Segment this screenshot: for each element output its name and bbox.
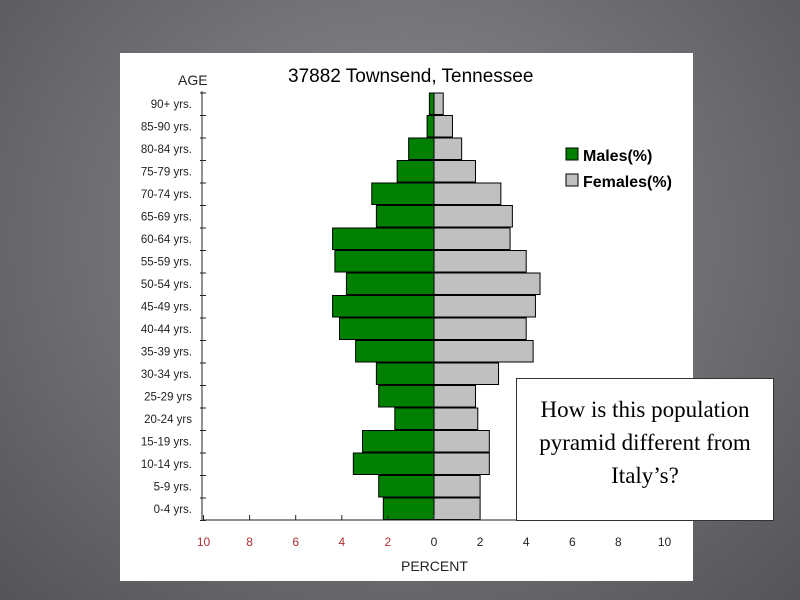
age-group-label: 35-39 yrs. xyxy=(141,347,192,359)
bar-male xyxy=(362,430,435,453)
bar-female xyxy=(433,317,527,340)
legend-label-females: Females(%) xyxy=(583,174,672,191)
bar-male xyxy=(428,92,435,115)
bar-female xyxy=(433,182,502,205)
legend-swatch-females xyxy=(565,173,579,187)
bar-female xyxy=(433,475,481,498)
bar-male xyxy=(355,340,435,363)
age-group-label: 20-24 yrs xyxy=(144,414,192,426)
age-group-label: 40-44 yrs. xyxy=(141,324,192,336)
percent-tick-label: 6 xyxy=(569,535,576,549)
bar-female xyxy=(433,407,479,430)
bar-male xyxy=(332,295,435,318)
legend: Males(%) Females(%) xyxy=(565,147,672,191)
bar-female xyxy=(433,92,444,115)
age-group-label: 45-49 yrs. xyxy=(141,302,192,314)
bar-male xyxy=(375,362,435,385)
legend-swatch-males xyxy=(565,147,579,161)
population-pyramid-chart: 37882 Townsend, Tennessee AGE PERCENT 90… xyxy=(141,66,672,574)
bar-female xyxy=(433,295,536,318)
age-group-label: 0-4 yrs. xyxy=(154,504,192,516)
percent-tick-label: 2 xyxy=(477,535,484,549)
age-group-label: 5-9 yrs. xyxy=(154,482,192,494)
bar-female xyxy=(433,340,534,363)
bar-male xyxy=(371,182,435,205)
bar-male xyxy=(408,137,435,160)
bar-female xyxy=(433,452,490,475)
question-box: How is this population pyramid different… xyxy=(516,378,774,521)
bar-male xyxy=(334,250,435,273)
bar-male xyxy=(382,497,435,520)
percent-tick-label: 4 xyxy=(338,535,345,549)
age-group-label: 15-19 yrs. xyxy=(141,437,192,449)
y-axis-label: AGE xyxy=(178,72,208,88)
age-group-label: 90+ yrs. xyxy=(151,99,192,111)
bar-female xyxy=(433,362,500,385)
percent-tick-label: 0 xyxy=(431,535,438,549)
legend-label-males: Males(%) xyxy=(583,148,652,165)
bar-male xyxy=(396,160,435,183)
age-group-label: 10-14 yrs. xyxy=(141,459,192,471)
age-group-label: 85-90 yrs. xyxy=(141,122,192,134)
bar-male xyxy=(345,272,435,295)
bar-male xyxy=(375,205,435,228)
bar-male xyxy=(426,115,435,138)
bar-female xyxy=(433,250,527,273)
age-group-label: 50-54 yrs. xyxy=(141,279,192,291)
age-group-label: 75-79 yrs. xyxy=(141,167,192,179)
bars-layer xyxy=(332,92,541,520)
age-group-label: 70-74 yrs. xyxy=(141,189,192,201)
bar-female xyxy=(433,272,541,295)
bar-male xyxy=(338,317,435,340)
percent-tick-label: 4 xyxy=(523,535,530,549)
bar-male xyxy=(332,227,435,250)
bar-male xyxy=(352,452,435,475)
bar-female xyxy=(433,160,476,183)
question-text: How is this population pyramid different… xyxy=(539,397,751,488)
percent-tick-label: 2 xyxy=(385,535,392,549)
age-group-label: 60-64 yrs. xyxy=(141,234,192,246)
age-group-label: 55-59 yrs. xyxy=(141,257,192,269)
bar-male xyxy=(394,407,435,430)
bar-female xyxy=(433,385,476,408)
age-group-label: 25-29 yrs xyxy=(144,392,192,404)
x-axis-label: PERCENT xyxy=(401,558,468,574)
bar-female xyxy=(433,205,513,228)
percent-tick-label: 10 xyxy=(658,535,672,549)
bar-female xyxy=(433,115,453,138)
bar-male xyxy=(378,475,435,498)
bar-female xyxy=(433,430,490,453)
chart-panel: 37882 Townsend, Tennessee AGE PERCENT 90… xyxy=(120,53,693,581)
bar-male xyxy=(378,385,435,408)
bar-female xyxy=(433,227,511,250)
percent-tick-label: 10 xyxy=(197,535,211,549)
percent-tick-label: 8 xyxy=(615,535,622,549)
percent-tick-label: 6 xyxy=(292,535,299,549)
age-group-label: 65-69 yrs. xyxy=(141,212,192,224)
bar-female xyxy=(433,497,481,520)
bar-female xyxy=(433,137,463,160)
age-group-label: 80-84 yrs. xyxy=(141,144,192,156)
percent-tick-label: 8 xyxy=(246,535,253,549)
axis-layer: 90+ yrs. 85-90 yrs. 80-84 yrs. 75-79 yrs. 70… xyxy=(141,91,672,549)
age-group-label: 30-34 yrs. xyxy=(141,369,192,381)
chart-title: 37882 Townsend, Tennessee xyxy=(288,66,533,87)
